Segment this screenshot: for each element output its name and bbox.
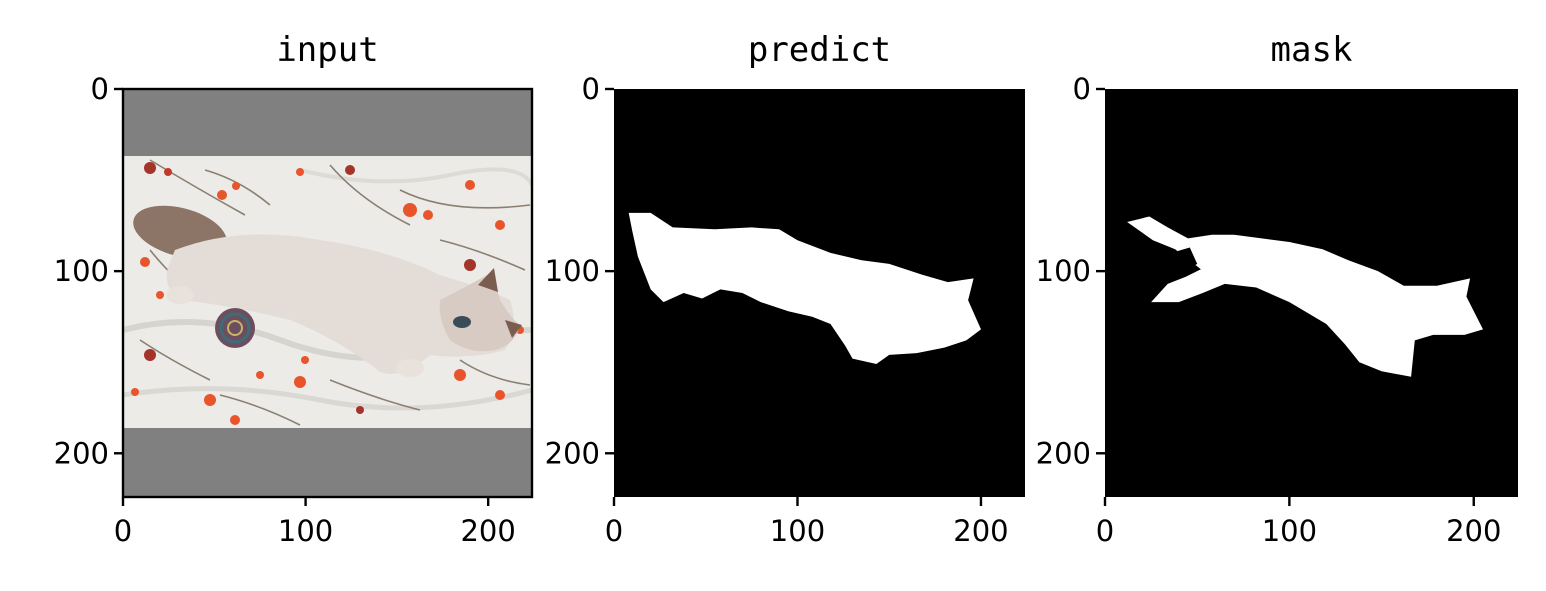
y-tick-label: 100 <box>1036 254 1091 288</box>
panel-mask <box>1105 89 1518 497</box>
y-tick-label: 0 <box>1073 72 1091 106</box>
predict-foreground-region <box>628 212 981 364</box>
panel-title: input <box>276 30 378 70</box>
cat-eye <box>453 316 471 328</box>
axes-annotations: input 0 100 200 0 100 200 predict 0 100 200 0 100 200… <box>54 30 1502 548</box>
x-tick-label: 200 <box>1446 514 1501 548</box>
panel-title: mask <box>1271 30 1353 70</box>
fabric-wrinkle <box>123 386 532 411</box>
bottom-padding-band <box>123 428 532 497</box>
cat-face <box>439 272 520 352</box>
mask-hole-region <box>1169 247 1198 273</box>
cat <box>133 205 522 377</box>
top-padding-band <box>123 89 532 156</box>
x-tick-label: 200 <box>460 514 515 548</box>
y-tick-label: 200 <box>1036 436 1091 470</box>
panel-input <box>121 87 534 499</box>
toy-ball <box>215 308 255 348</box>
x-tick-label: 100 <box>278 514 333 548</box>
floral-blossoms <box>131 162 524 425</box>
x-tick-label: 0 <box>1096 514 1114 548</box>
x-tick-label: 0 <box>605 514 623 548</box>
x-tick-label: 200 <box>953 514 1008 548</box>
input-axes-frame <box>121 87 534 499</box>
y-tick-label: 0 <box>91 72 109 106</box>
y-tick-label: 0 <box>582 72 600 106</box>
x-tick-label: 100 <box>770 514 825 548</box>
mask-foreground-region <box>1127 216 1483 377</box>
panel-title: predict <box>748 30 891 70</box>
cat-ear <box>478 268 498 292</box>
panel-predict <box>614 89 1025 497</box>
floral-stems <box>139 159 531 426</box>
cat-body <box>166 234 514 374</box>
cat-paw <box>166 286 194 304</box>
x-tick-label: 100 <box>1262 514 1317 548</box>
y-tick-label: 200 <box>54 436 109 470</box>
y-tick-label: 100 <box>545 254 600 288</box>
input-image <box>123 89 532 497</box>
cat-ear <box>505 320 522 338</box>
cat-paw <box>396 359 424 377</box>
y-tick-label: 100 <box>54 254 109 288</box>
x-tick-label: 0 <box>114 514 132 548</box>
y-tick-label: 200 <box>545 436 600 470</box>
